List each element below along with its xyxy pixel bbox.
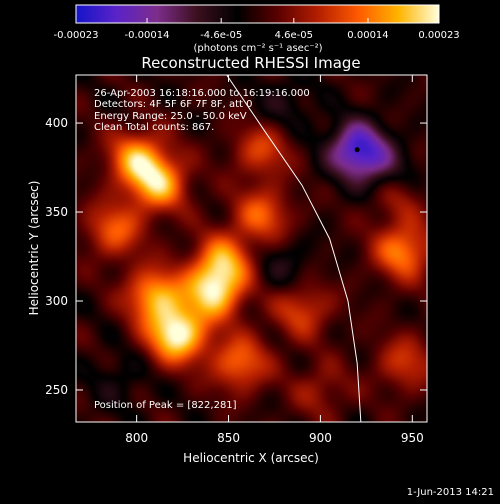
heatmap-image — [76, 75, 427, 422]
info-line-detectors: Detectors: 4F 5F 6F 7F 8F, att 0 — [94, 99, 253, 110]
colorbar-tick-label: 4.6e-05 — [275, 30, 313, 41]
colorbar — [75, 4, 440, 24]
colorbar-unit-label: (photons cm⁻² s⁻¹ asec⁻²) — [193, 43, 322, 54]
x-tick-label: 800 — [125, 431, 148, 445]
x-tick-label: 900 — [309, 431, 332, 445]
plot-frame — [75, 74, 428, 423]
x-axis-label: Heliocentric X (arcsec) — [183, 451, 319, 465]
x-tick-label: 850 — [217, 431, 240, 445]
info-block: 26-Apr-2003 16:18:16.000 to 16:19:16.000… — [94, 88, 310, 411]
solar-limb-curve — [226, 75, 362, 422]
y-tick-label: 250 — [45, 383, 68, 397]
axes: 800 850 900 950 250 300 350 400 — [45, 75, 427, 445]
footer-date: 1-Jun-2013 14:21 — [407, 487, 494, 498]
peak-position-label: Position of Peak = [822,281] — [94, 400, 237, 411]
info-line-time: 26-Apr-2003 16:18:16.000 to 16:19:16.000 — [94, 88, 310, 99]
peak-marker — [354, 147, 360, 153]
info-line-energy: Energy Range: 25.0 - 50.0 keV — [94, 111, 247, 122]
y-tick-label: 300 — [45, 294, 68, 308]
chart-title: Reconstructed RHESSI Image — [141, 54, 360, 72]
y-axis-label: Heliocentric Y (arcsec) — [27, 181, 41, 316]
colorbar-tick-label: -0.00014 — [125, 30, 170, 41]
x-tick-label: 950 — [401, 431, 424, 445]
y-tick-label: 400 — [45, 116, 68, 130]
info-line-counts: Clean Total counts: 867. — [94, 122, 214, 133]
colorbar-ticks: -0.00023 -0.00014 -4.6e-05 4.6e-05 0.00014 0.… — [54, 18, 460, 41]
colorbar-tick-label: -4.6e-05 — [200, 30, 242, 41]
colorbar-tick-label: 0.00023 — [418, 30, 459, 41]
y-tick-label: 350 — [45, 205, 68, 219]
colorbar-tick-label: 0.00014 — [347, 30, 388, 41]
colorbar-tick-label: -0.00023 — [54, 30, 99, 41]
